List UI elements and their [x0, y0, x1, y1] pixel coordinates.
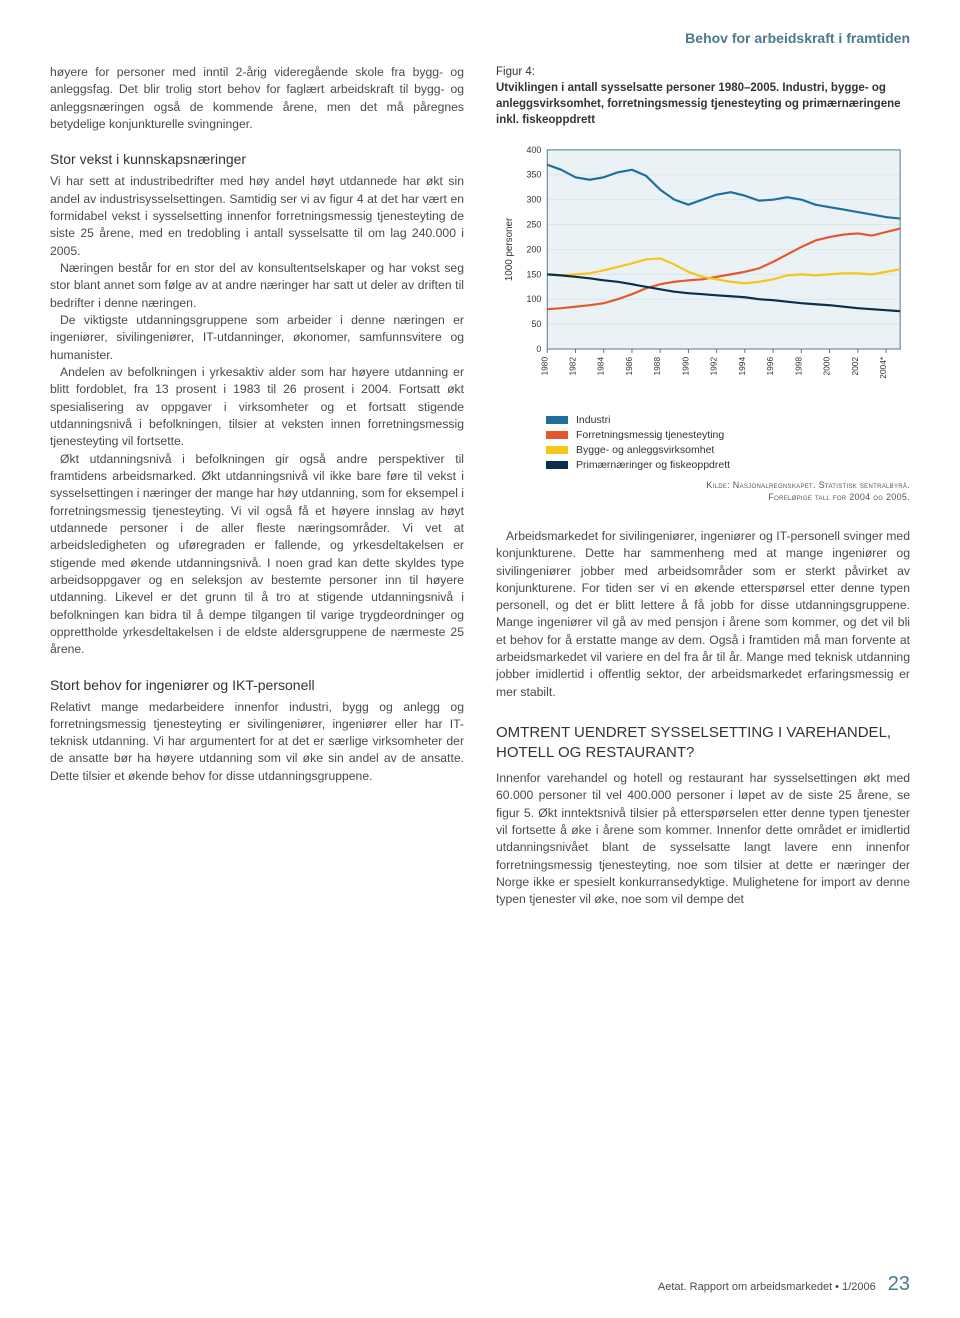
svg-text:1984: 1984 [596, 357, 606, 376]
para-kunnskap-2: Næringen består for en stor del av konsu… [50, 260, 464, 312]
svg-text:2004*: 2004* [878, 357, 888, 380]
figure-label: Figur 4: [496, 66, 535, 78]
para-ikt: Relativt mange medarbeidere innenfor ind… [50, 699, 464, 786]
svg-text:350: 350 [527, 170, 542, 180]
svg-text:250: 250 [527, 220, 542, 230]
legend-label: Industri [576, 414, 610, 426]
svg-text:0: 0 [536, 344, 541, 354]
para-kunnskap-4: Andelen av befolkningen i yrkesaktiv ald… [50, 364, 464, 451]
svg-text:300: 300 [527, 195, 542, 205]
para-right-1: Arbeidsmarkedet for sivilingeniører, ing… [496, 528, 910, 701]
legend-label: Forretningsmessig tjenesteyting [576, 429, 724, 441]
svg-text:1986: 1986 [624, 357, 634, 376]
heading-kunnskap: Stor vekst i kunnskapsnæringer [50, 151, 464, 167]
legend-swatch [546, 461, 568, 469]
heading-varehandel: OMTRENT UENDRET SYSSELSETTING I VAREHAND… [496, 723, 910, 762]
legend-item: Industri [546, 414, 910, 426]
source-line-1: Kilde: Nasjonalregnskapet. Statistisk se… [706, 480, 910, 490]
svg-text:1000 personer: 1000 personer [504, 217, 515, 281]
svg-text:1990: 1990 [680, 357, 690, 376]
legend-swatch [546, 446, 568, 454]
svg-text:50: 50 [531, 319, 541, 329]
intro-paragraph: høyere for personer med inntil 2-årig vi… [50, 64, 464, 133]
legend-label: Primærnæringer og fiskeoppdrett [576, 459, 730, 471]
svg-text:150: 150 [527, 270, 542, 280]
legend-swatch [546, 416, 568, 424]
svg-text:1998: 1998 [793, 357, 803, 376]
svg-text:400: 400 [527, 145, 542, 155]
svg-text:200: 200 [527, 245, 542, 255]
chart-source: Kilde: Nasjonalregnskapet. Statistisk se… [496, 479, 910, 504]
legend-item: Forretningsmessig tjenesteyting [546, 429, 910, 441]
chart-legend: Industri Forretningsmessig tjenesteyting B… [546, 414, 910, 471]
para-kunnskap-5: Økt utdanningsnivå i befolkningen gir og… [50, 451, 464, 659]
legend-item: Primærnæringer og fiskeoppdrett [546, 459, 910, 471]
svg-text:1988: 1988 [652, 357, 662, 376]
legend-swatch [546, 431, 568, 439]
page-header-title: Behov for arbeidskraft i framtiden [50, 30, 910, 46]
right-column: Figur 4: Utviklingen i antall sysselsatt… [496, 64, 910, 921]
two-column-layout: høyere for personer med inntil 2-årig vi… [50, 64, 910, 921]
left-column: høyere for personer med inntil 2-årig vi… [50, 64, 464, 921]
figure-caption-text: Utviklingen i antall sysselsatte persone… [496, 82, 901, 126]
svg-text:2002: 2002 [850, 357, 860, 376]
para-kunnskap-3: De viktigste utdanningsgruppene som arbe… [50, 312, 464, 364]
svg-text:1992: 1992 [709, 357, 719, 376]
para-varehandel: Innenfor varehandel og hotell og restaur… [496, 770, 910, 909]
legend-label: Bygge- og anleggsvirksomhet [576, 444, 714, 456]
page-number: 23 [888, 1273, 910, 1296]
heading-ikt: Stort behov for ingeniører og IKT-person… [50, 677, 464, 693]
source-line-2: Foreløpige tall for 2004 og 2005. [768, 492, 910, 502]
legend-item: Bygge- og anleggsvirksomhet [546, 444, 910, 456]
line-chart: 0 50 100 150 200 250 300 350 400 1980 1982 1984 1986… [496, 142, 910, 398]
svg-text:1996: 1996 [765, 357, 775, 376]
chart-container: 0 50 100 150 200 250 300 350 400 1980 1982 1984 1986… [496, 142, 910, 403]
svg-text:100: 100 [527, 295, 542, 305]
footer-text: Aetat. Rapport om arbeidsmarkedet • 1/20… [658, 1281, 876, 1293]
svg-text:1994: 1994 [737, 357, 747, 376]
para-kunnskap-1: Vi har sett at industribedrifter med høy… [50, 173, 464, 260]
svg-text:2000: 2000 [822, 357, 832, 376]
page-footer: Aetat. Rapport om arbeidsmarkedet • 1/20… [658, 1273, 910, 1296]
svg-text:1980: 1980 [539, 357, 549, 376]
svg-text:1982: 1982 [567, 357, 577, 376]
figure-caption: Figur 4: Utviklingen i antall sysselsatt… [496, 64, 910, 128]
